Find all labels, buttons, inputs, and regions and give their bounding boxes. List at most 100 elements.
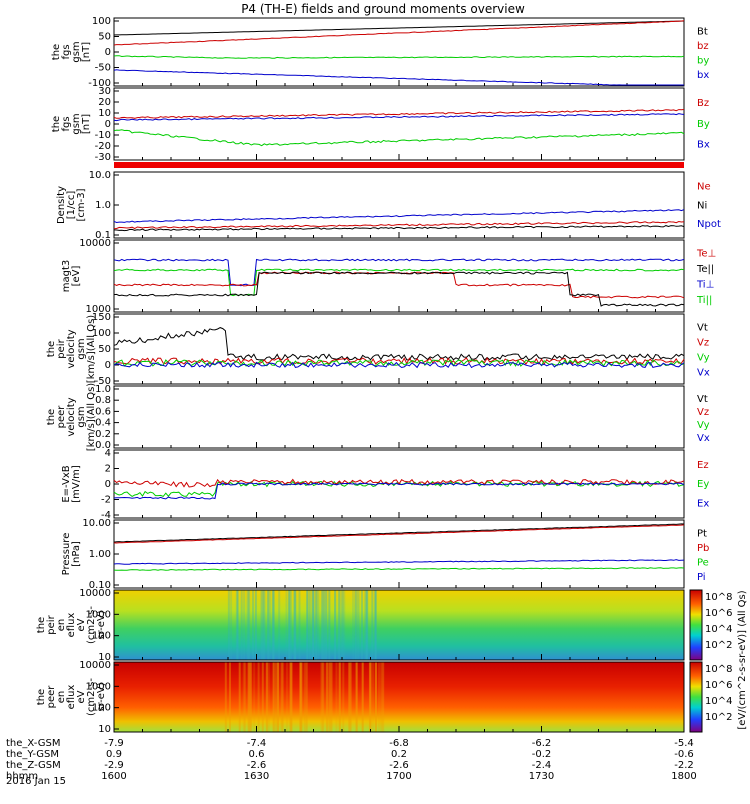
ephemeris-value: 1730 [529,771,554,782]
y-tick-label: 0 [105,360,111,371]
spectrogram-streak [374,662,377,732]
y-tick-label: 0.1 [95,230,111,241]
trace-bx [113,69,684,86]
y-tick-label: -50 [95,376,111,387]
ephemeris-label: the_Z-GSM [6,760,61,771]
trace-bz [113,20,685,46]
spectrogram-streak [328,590,331,660]
ephemeris-label: hhmm [6,771,38,782]
legend-Vx: Vx [697,368,710,379]
spectrogram-streak [238,662,241,732]
legend-Bx: Bx [697,140,710,151]
spectrogram-streak [341,590,344,660]
colorbar-tick-label: 10^2 [705,712,732,723]
ephemeris-value: -5.4 [674,738,694,749]
spectrogram-streak [275,662,278,732]
spectrogram-streak [244,662,247,732]
trace-Pe [113,567,685,571]
spectrogram-streak [298,590,301,660]
legend-by: by [697,55,709,66]
ephemeris-value: -0.6 [674,749,694,760]
spectrogram-streak [224,662,227,732]
legend-Pe: Pe [697,557,709,568]
spectrogram-streak [320,662,323,732]
legend-Ez: Ez [697,460,709,471]
panel-p1: 100 50 0 -50 -100 thefgsgsm[nT] Bt bz by bx [51,16,709,89]
spectrogram-streak [311,590,314,660]
spectrogram-streak [267,590,270,660]
ephemeris-value: 0.6 [249,749,265,760]
spectrogram-streak [261,662,264,732]
panel-frame [113,171,685,239]
spectrogram-streak [288,590,291,660]
spectrogram-streak [247,662,250,732]
y-tick-label: 1.00 [89,549,111,560]
y-axis-label: thepeirvelocitygsm[km/s](All Qs) [46,315,97,383]
trace-Ex [113,482,685,500]
y-tick-label: 10000 [79,588,111,599]
spectrogram-streak [300,662,303,732]
spectrogram-streak [348,662,351,732]
spectrogram-streak [257,662,260,732]
spectrogram-streak [374,590,377,660]
ephemeris-value: -7.4 [247,738,267,749]
spectrogram-streak [303,662,306,732]
y-tick-label: 100 [92,16,111,27]
spectrogram-streak [250,662,253,732]
spectrogram-streak [246,590,249,660]
spectrogram-streak [339,662,342,732]
legend-Vt: Vt [697,394,708,405]
trace-Ez [113,478,685,488]
spectrogram-streak [315,590,318,660]
spectrogram-streak [334,590,337,660]
legend-Ni: Ni [697,200,707,211]
spectrogram-streak [382,662,385,732]
spectrogram-streak [294,590,297,660]
y-tick-label: -30 [95,152,111,163]
spectrogram-streak [285,590,288,660]
y-tick-label: -4 [101,510,111,521]
chart-title: P4 (TH-E) fields and ground moments over… [241,2,525,16]
trace-Ne [113,220,685,230]
trace-Pi [113,559,685,565]
legend-Te||: Te|| [696,264,714,275]
y-tick-label: 10 [98,108,111,119]
ephemeris-value: -2.6 [247,760,267,771]
spectrogram-streak [371,590,374,660]
ephemeris-value: 1600 [101,771,126,782]
spectrogram-streak [272,590,275,660]
y-tick-label: 10.00 [82,518,111,529]
spectrogram-streak [263,590,266,660]
spectrogram-streak [265,662,268,732]
y-tick-label: 10000 [79,660,111,671]
y-tick-label: -10 [95,130,111,141]
trace-Ti-par [113,268,685,297]
spectrogram-streak [248,662,251,732]
spectrogram-streak [306,662,308,732]
legend-Npot: Npot [697,219,721,230]
y-tick-label: 50 [98,32,111,43]
spectrogram-streak [326,662,329,732]
panel-p6: 1.00.80.60.40.20.0thepeervelocitygsm[km/… [46,383,710,451]
legend-Pt: Pt [697,528,707,539]
spectrogram-streak [278,590,281,660]
spectrogram-streak [325,662,328,732]
spectrogram-streak [354,590,357,660]
spectrogram-streak [243,590,246,660]
ephemeris-value: 0.2 [391,749,407,760]
panel-p7: 4 2 0 -2 -4 E=-VxB[mV/m] Ez Ey Ex [61,448,709,521]
y-tick-label: -2 [101,495,111,506]
spectrogram-streak [242,662,245,732]
spectrogram-streak [340,590,343,660]
spectrogram-streak [248,590,251,660]
y-axis-label: E=-VxB[mV/m] [61,465,82,503]
spectrogram-streak [299,662,302,732]
spectrogram-streak [253,662,256,732]
spectrogram-streak [378,662,381,732]
y-tick-label: 0 [105,479,111,490]
legend-Vy: Vy [697,420,710,431]
y-tick-label: 10 [98,652,111,663]
spectrogram-streak [342,662,345,732]
colorbar-tick-label: 10^2 [705,640,732,651]
y-tick-label: 0.2 [95,429,111,440]
